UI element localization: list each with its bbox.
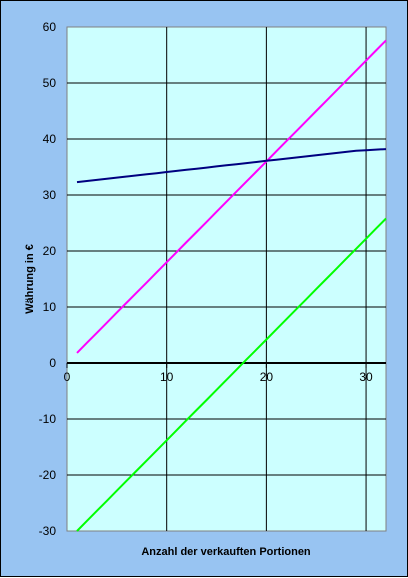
gridlines: [66, 27, 386, 531]
x-tick-label: 20: [260, 370, 274, 384]
y-tick-label: 50: [43, 76, 57, 90]
y-axis-title: Währung in €: [24, 244, 36, 314]
x-tick-label: 30: [359, 370, 373, 384]
y-tick-label: 60: [43, 20, 57, 34]
y-tick-label: 40: [43, 132, 57, 146]
x-tick-label: 10: [160, 370, 174, 384]
series-line: [76, 217, 387, 532]
y-tick-label: 0: [49, 356, 56, 370]
x-tick-label: 0: [64, 370, 71, 384]
plot-area: [66, 26, 387, 532]
y-tick-labels: -30 -20 -10 0 10 20 30 40 50 60: [39, 20, 57, 538]
x-tick-labels: 0 10 20 30: [64, 370, 373, 384]
y-tick-label: -20: [39, 468, 57, 482]
y-tick-label: 30: [43, 188, 57, 202]
series-line: [76, 39, 387, 354]
y-tick-label: -30: [39, 524, 57, 538]
series-layer: [76, 39, 387, 532]
x-axis-title: Anzahl der verkauften Portionen: [141, 546, 311, 558]
y-tick-label: 10: [43, 300, 57, 314]
series-line: [76, 148, 387, 184]
y-tick-label: -10: [39, 412, 57, 426]
y-tick-label: 20: [43, 244, 57, 258]
